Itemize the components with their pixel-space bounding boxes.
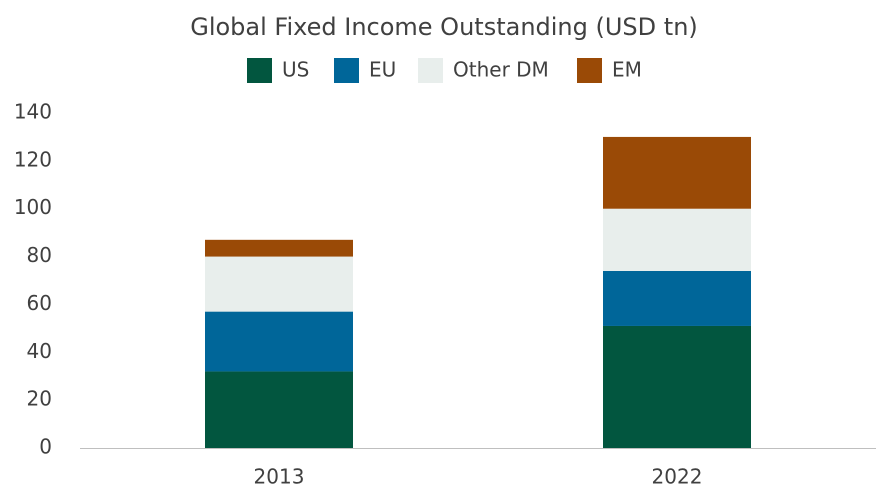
legend-swatch: [418, 58, 443, 83]
legend-label: US: [282, 58, 309, 82]
legend-swatch: [247, 58, 272, 83]
bar-segment: [603, 270, 751, 326]
y-tick-label: 140: [14, 100, 52, 124]
bar-segment: [603, 136, 751, 209]
bar-segment: [603, 325, 751, 448]
y-tick-label: 60: [27, 291, 52, 315]
bar-segment: [205, 371, 353, 448]
y-tick-label: 80: [27, 243, 52, 267]
x-tick-label: 2013: [254, 465, 305, 489]
legend-label: EU: [369, 58, 396, 82]
bar-segment: [205, 256, 353, 312]
y-tick-label: 0: [39, 435, 52, 459]
y-tick-label: 20: [27, 387, 52, 411]
legend-label: Other DM: [453, 58, 549, 82]
x-tick-label: 2022: [652, 465, 703, 489]
bar-segment: [205, 239, 353, 257]
bar-segment: [603, 208, 751, 271]
legend-swatch: [577, 58, 602, 83]
chart-title: Global Fixed Income Outstanding (USD tn): [190, 13, 698, 41]
y-tick-label: 120: [14, 147, 52, 171]
legend-label: EM: [612, 58, 642, 82]
y-tick-label: 40: [27, 339, 52, 363]
legend-swatch: [334, 58, 359, 83]
y-tick-label: 100: [14, 195, 52, 219]
bar-segment: [205, 311, 353, 372]
